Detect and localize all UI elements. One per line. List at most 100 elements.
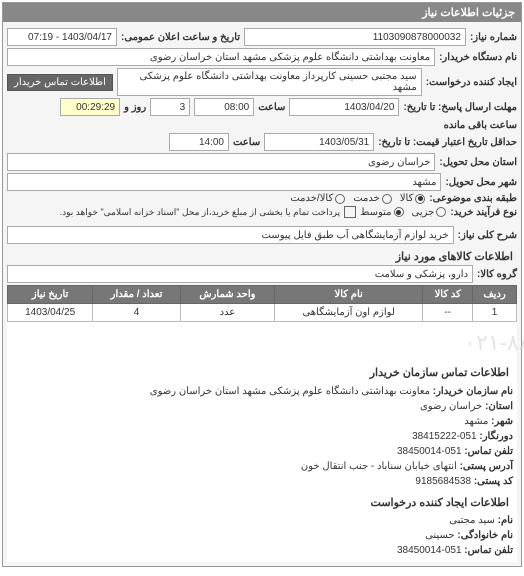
radio-jozi[interactable]: جزیی [412, 207, 447, 218]
col-unit: واحد شمارش [180, 286, 274, 304]
radio-dot-icon [436, 207, 446, 217]
contact-line: دورنگار: 051-38415222 [11, 429, 513, 444]
label-phone: تلفن تماس: [464, 446, 513, 457]
row-group: گروه کالا: دارو، پزشکی و سلامت [7, 265, 517, 283]
radio-dot-icon [394, 207, 404, 217]
row-province: استان محل تحویل: خراسان رضوی [7, 153, 517, 171]
val-province: خراسان رضوی [420, 401, 482, 412]
contact-line: نام: سید مجتبی [11, 513, 513, 528]
panel-title: جزئیات اطلاعات نیاز [3, 3, 521, 22]
val-city: مشهد [464, 416, 488, 427]
row-requester: ایجاد کننده درخواست: سید مجتبی حسینی کار… [7, 68, 517, 96]
contact-line: تلفن تماس: 051-38450014 [11, 444, 513, 459]
field-city: مشهد [7, 173, 441, 191]
radio-label: کالا [400, 193, 414, 204]
radio-dot-icon [415, 194, 425, 204]
contact-line: آدرس پستی: انتهای خیابان سناباد - جنب ان… [11, 459, 513, 474]
row-req-no: شماره نیاز: 1103090878000032 تاریخ و ساع… [7, 28, 517, 46]
subject-radio-group: کالا خدمت کالا/خدمت [290, 193, 425, 204]
cell-qty: 4 [93, 304, 181, 322]
label-province: استان محل تحویل: [439, 157, 517, 168]
cell-unit: عدد [180, 304, 274, 322]
col-code: کد کالا [423, 286, 473, 304]
cell-date: 1403/04/25 [8, 304, 93, 322]
cell-row: 1 [473, 304, 517, 322]
val-addr: انتهای خیابان سناباد - جنب انتقال خون [301, 461, 457, 472]
contact-line: استان: خراسان رضوی [11, 399, 513, 414]
contact-line: شهر: مشهد [11, 414, 513, 429]
val-postcode: 9185684538 [415, 476, 471, 487]
label-announce: تاریخ و ساعت اعلان عمومی: [121, 32, 240, 43]
radio-dot-icon [382, 194, 392, 204]
field-req-no: 1103090878000032 [244, 28, 466, 46]
row-summary: شرح کلی نیاز: خرید لوازم آزمایشگاهی آب ط… [7, 226, 517, 244]
label-fname: نام: [498, 515, 513, 526]
label-city: شهر محل تحویل: [445, 177, 517, 188]
radio-motavaset[interactable]: متوسط [360, 207, 403, 218]
label-hour-2: ساعت [233, 137, 260, 148]
purchase-radio-group: جزیی متوسط [360, 207, 446, 218]
col-date: تاریخ نیاز [8, 286, 93, 304]
label-fax: دورنگار: [479, 431, 513, 442]
label-buyer-org: نام دستگاه خریدار: [439, 52, 517, 63]
field-valid-date: 1403/05/31 [264, 133, 374, 151]
label-subject-type: طبقه بندی موضوعی: [429, 193, 517, 204]
row-valid: حداقل تاریخ اعتبار قیمت: تا تاریخ: 1403/… [7, 133, 517, 151]
val-fax: 051-38415222 [412, 431, 477, 442]
row-subject-type: طبقه بندی موضوعی: کالا خدمت کالا/خدمت [7, 193, 517, 204]
radio-kala-khedmat[interactable]: کالا/خدمت [290, 193, 345, 204]
val-phone2: 051-38450014 [397, 545, 462, 556]
row-buyer-org: نام دستگاه خریدار: معاونت بهداشتی دانشگا… [7, 48, 517, 66]
table-row: 1 -- لوازم اون آزمایشگاهی عدد 4 1403/04/… [8, 304, 517, 322]
radio-label: جزیی [412, 207, 435, 218]
label-requester: ایجاد کننده درخواست: [426, 77, 517, 88]
radio-label: متوسط [360, 207, 391, 218]
table-header-row: ردیف کد کالا نام کالا واحد شمارش تعداد /… [8, 286, 517, 304]
field-announce: 1403/04/17 - 07:19 [7, 28, 117, 46]
watermark-text: ۰۲۱-۸۸۱۲۴۹۶۷۰ [111, 326, 524, 359]
radio-label: کالا/خدمت [290, 193, 333, 204]
label-valid: حداقل تاریخ اعتبار قیمت: تا تاریخ: [378, 137, 517, 148]
field-deadline-time: 08:00 [194, 98, 254, 116]
val-fname: سید مجتبی [449, 515, 495, 526]
label-group: گروه کالا: [477, 269, 517, 280]
contact-line: نام سازمان خریدار: معاونت بهداشتی دانشگا… [11, 384, 513, 399]
label-phone2: تلفن تماس: [464, 545, 513, 556]
field-deadline-date: 1403/04/20 [289, 98, 399, 116]
label-province2: استان: [485, 401, 513, 412]
field-buyer-org: معاونت بهداشتی دانشگاه علوم پزشکی مشهد ا… [7, 48, 435, 66]
field-province: خراسان رضوی [7, 153, 435, 171]
details-panel: جزئیات اطلاعات نیاز شماره نیاز: 11030908… [2, 2, 522, 567]
field-days: 3 [150, 98, 190, 116]
label-deadline: مهلت ارسال پاسخ: تا تاریخ: [403, 102, 517, 113]
val-org: معاونت بهداشتی دانشگاه علوم پزشکی مشهد ا… [150, 386, 430, 397]
label-hour-1: ساعت [258, 102, 285, 113]
contact-section: ۰۲۱-۸۸۱۲۴۹۶۷۰ اطلاعات تماس سازمان خریدار… [7, 322, 517, 562]
buyer-contact-button[interactable]: اطلاعات تماس خریدار [7, 74, 113, 91]
radio-kala[interactable]: کالا [400, 193, 426, 204]
treasury-checkbox[interactable] [344, 206, 356, 218]
cell-name: لوازم اون آزمایشگاهی [274, 304, 422, 322]
field-remain-time: 00:29:29 [60, 98, 120, 116]
field-group: دارو، پزشکی و سلامت [7, 265, 473, 283]
items-section-title: اطلاعات کالاهای مورد نیاز [11, 250, 513, 263]
label-city2: شهر: [491, 416, 513, 427]
radio-label: خدمت [353, 193, 380, 204]
val-lname: حسینی [425, 530, 454, 541]
contact-buyer-title: اطلاعات تماس سازمان خریدار [15, 365, 509, 382]
label-req-no: شماره نیاز: [470, 32, 517, 43]
contact-line: نام خانوادگی: حسینی [11, 528, 513, 543]
label-lname: نام خانوادگی: [457, 530, 513, 541]
row-purchase-type: نوع فرآیند خرید: جزیی متوسط پرداخت تمام … [7, 206, 517, 218]
label-remain: ساعت باقی مانده [444, 120, 517, 131]
radio-dot-icon [335, 194, 345, 204]
contact-line: تلفن تماس: 051-38450014 [11, 543, 513, 558]
col-row: ردیف [473, 286, 517, 304]
row-city: شهر محل تحویل: مشهد [7, 173, 517, 191]
panel-body: شماره نیاز: 1103090878000032 تاریخ و ساع… [3, 22, 521, 566]
val-phone: 051-38450014 [397, 446, 462, 457]
label-summary: شرح کلی نیاز: [458, 230, 517, 241]
radio-khedmat[interactable]: خدمت [353, 193, 392, 204]
items-table: ردیف کد کالا نام کالا واحد شمارش تعداد /… [7, 285, 517, 322]
field-valid-time: 14:00 [169, 133, 229, 151]
